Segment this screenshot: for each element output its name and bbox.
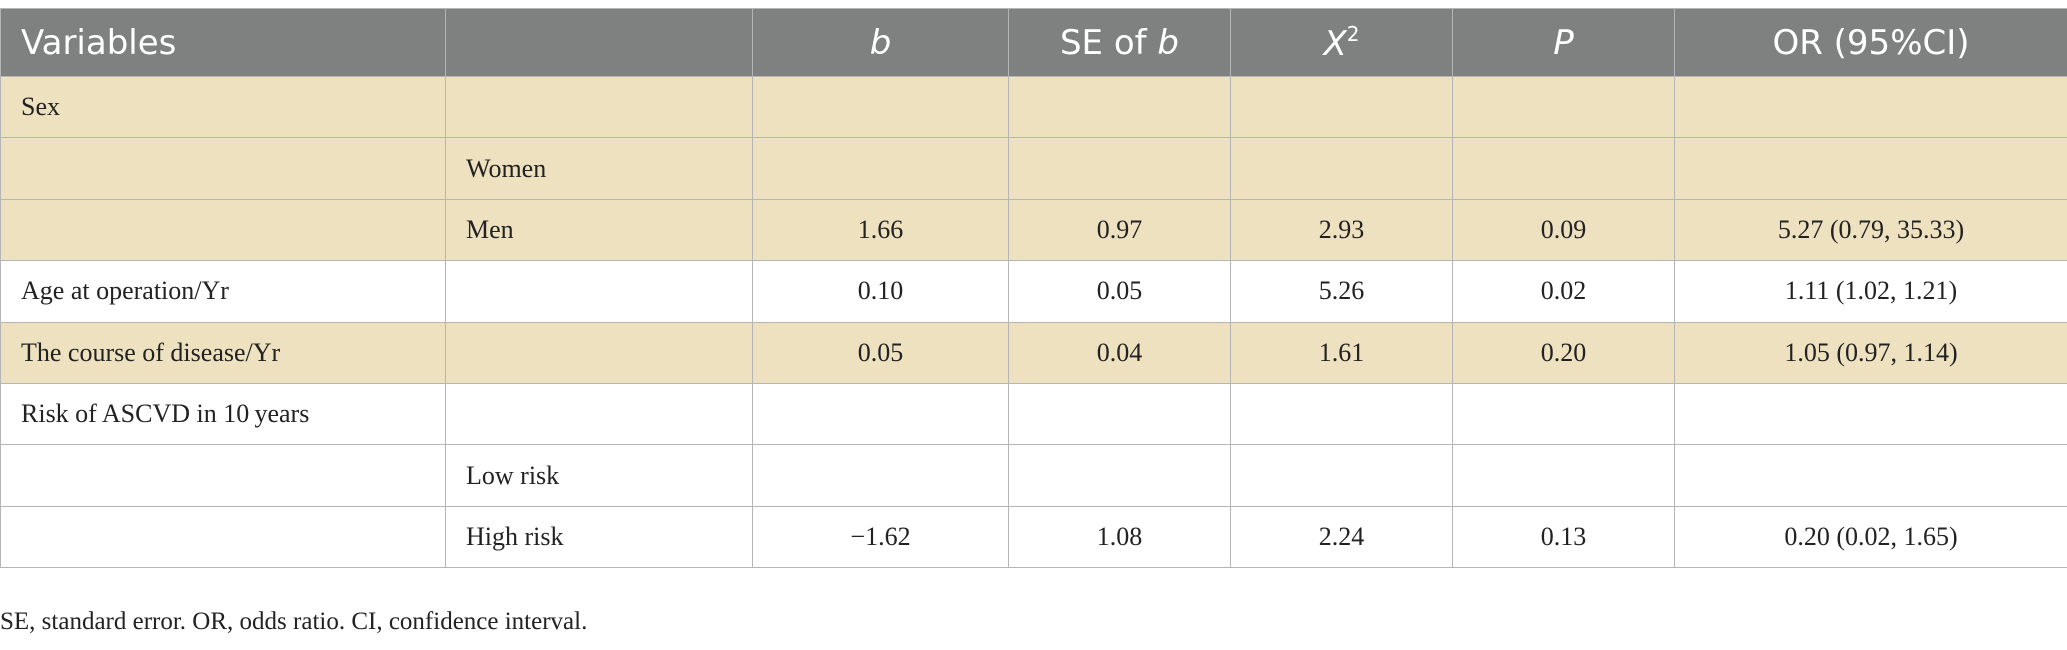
header-row: Variables b SE of b X2 P OR (95%CI) bbox=[0, 8, 2067, 77]
cell-se: 0.05 bbox=[1008, 260, 1231, 323]
table-row: Risk of ASCVD in 10 years bbox=[0, 382, 2067, 446]
cell-se bbox=[1008, 444, 1231, 507]
cell-chi-square bbox=[1230, 75, 1453, 139]
cell-b: 0.05 bbox=[752, 321, 1009, 384]
header-p: P bbox=[1452, 8, 1675, 77]
cell-variable: The course of disease/Yr bbox=[0, 321, 446, 384]
cell-or: 1.05 (0.97, 1.14) bbox=[1674, 321, 2067, 384]
header-se-prefix: SE of bbox=[1059, 22, 1158, 63]
header-x2-base: X bbox=[1323, 23, 1347, 64]
table-header: Variables b SE of b X2 P OR (95%CI) bbox=[0, 8, 2067, 77]
table-row: Men 1.66 0.97 2.93 0.09 5.27 (0.79, 35.33) bbox=[0, 198, 2067, 262]
cell-subgroup: Men bbox=[445, 198, 753, 262]
cell-variable: Sex bbox=[0, 75, 446, 139]
cell-p: 0.02 bbox=[1452, 260, 1675, 323]
cell-variable bbox=[0, 444, 446, 507]
cell-subgroup: High risk bbox=[445, 505, 753, 569]
header-b-label: b bbox=[869, 22, 892, 63]
cell-variable bbox=[0, 198, 446, 262]
table-row: Women bbox=[0, 137, 2067, 200]
regression-table: Variables b SE of b X2 P OR (95%CI) Sex W… bbox=[0, 8, 2067, 569]
table-row: Sex bbox=[0, 75, 2067, 139]
cell-b bbox=[752, 75, 1009, 139]
cell-b bbox=[752, 137, 1009, 200]
header-p-label: P bbox=[1553, 22, 1574, 63]
header-x2-sup: 2 bbox=[1346, 21, 1360, 46]
cell-or: 1.11 (1.02, 1.21) bbox=[1674, 260, 2067, 323]
cell-or: 5.27 (0.79, 35.33) bbox=[1674, 198, 2067, 262]
table-row: High risk −1.62 1.08 2.24 0.13 0.20 (0.02, 1.… bbox=[0, 505, 2067, 569]
cell-variable: Risk of ASCVD in 10 years bbox=[0, 382, 446, 446]
cell-variable: Age at operation/Yr bbox=[0, 260, 446, 323]
cell-subgroup bbox=[445, 382, 753, 446]
header-chi-square: X2 bbox=[1230, 8, 1453, 77]
cell-or bbox=[1674, 444, 2067, 507]
table-footnote: SE, standard error. OR, odds ratio. CI, … bbox=[0, 608, 588, 635]
cell-p: 0.20 bbox=[1452, 321, 1675, 384]
header-variables: Variables bbox=[0, 8, 446, 77]
header-b: b bbox=[752, 8, 1009, 77]
cell-se: 1.08 bbox=[1008, 505, 1231, 569]
cell-subgroup: Low risk bbox=[445, 444, 753, 507]
cell-b bbox=[752, 382, 1009, 446]
cell-subgroup bbox=[445, 321, 753, 384]
cell-or bbox=[1674, 75, 2067, 139]
cell-p bbox=[1452, 382, 1675, 446]
table-row: The course of disease/Yr 0.05 0.04 1.61 0.20… bbox=[0, 321, 2067, 384]
cell-subgroup bbox=[445, 260, 753, 323]
cell-chi-square bbox=[1230, 444, 1453, 507]
cell-b: 1.66 bbox=[752, 198, 1009, 262]
cell-p: 0.13 bbox=[1452, 505, 1675, 569]
cell-subgroup bbox=[445, 75, 753, 139]
cell-p: 0.09 bbox=[1452, 198, 1675, 262]
cell-chi-square: 2.93 bbox=[1230, 198, 1453, 262]
header-se-b: b bbox=[1157, 22, 1180, 63]
cell-se: 0.04 bbox=[1008, 321, 1231, 384]
header-subgroup bbox=[445, 8, 753, 77]
cell-p bbox=[1452, 137, 1675, 200]
cell-or bbox=[1674, 382, 2067, 446]
cell-chi-square bbox=[1230, 137, 1453, 200]
table-body: Sex Women Men 1.66 0.97 2.93 0.09 5.27 (0.79, 3… bbox=[0, 75, 2067, 569]
header-or: OR (95%CI) bbox=[1674, 8, 2067, 77]
cell-variable bbox=[0, 505, 446, 569]
cell-chi-square bbox=[1230, 382, 1453, 446]
cell-or: 0.20 (0.02, 1.65) bbox=[1674, 505, 2067, 569]
cell-subgroup: Women bbox=[445, 137, 753, 200]
table-row: Age at operation/Yr 0.10 0.05 5.26 0.02 1.11 … bbox=[0, 260, 2067, 323]
cell-chi-square: 2.24 bbox=[1230, 505, 1453, 569]
cell-chi-square: 5.26 bbox=[1230, 260, 1453, 323]
cell-se bbox=[1008, 382, 1231, 446]
cell-b: −1.62 bbox=[752, 505, 1009, 569]
cell-b bbox=[752, 444, 1009, 507]
cell-or bbox=[1674, 137, 2067, 200]
cell-p bbox=[1452, 444, 1675, 507]
cell-se bbox=[1008, 137, 1231, 200]
cell-chi-square: 1.61 bbox=[1230, 321, 1453, 384]
cell-variable bbox=[0, 137, 446, 200]
table-row: Low risk bbox=[0, 444, 2067, 507]
header-se-of-b: SE of b bbox=[1008, 8, 1231, 77]
cell-se bbox=[1008, 75, 1231, 139]
cell-b: 0.10 bbox=[752, 260, 1009, 323]
cell-se: 0.97 bbox=[1008, 198, 1231, 262]
cell-p bbox=[1452, 75, 1675, 139]
